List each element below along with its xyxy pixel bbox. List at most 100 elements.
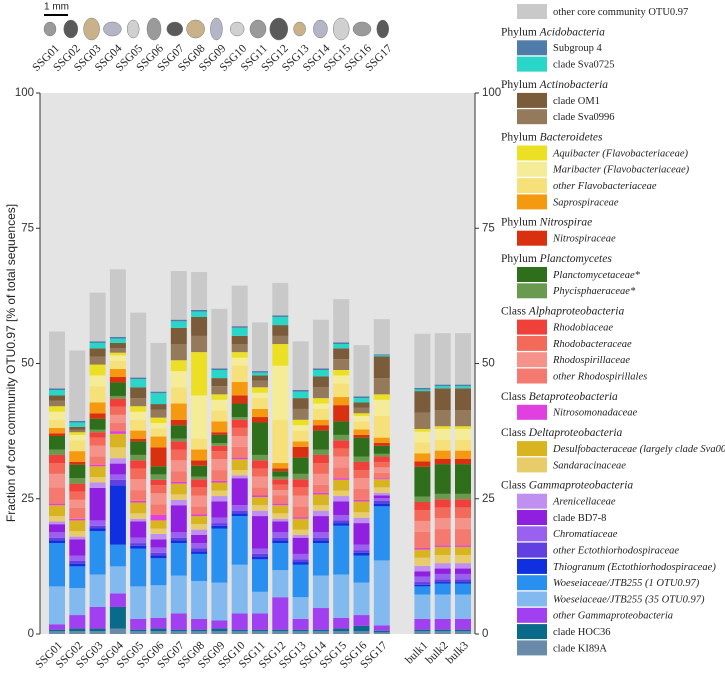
bar-segment (150, 474, 167, 480)
legend-swatch (517, 542, 547, 558)
bar-segment (109, 474, 126, 480)
bar-segment (455, 546, 471, 556)
bar-segment (373, 500, 390, 504)
bar-segment (211, 480, 228, 483)
bar-segment (109, 593, 126, 607)
bar-segment (333, 405, 350, 422)
bar-segment (231, 326, 248, 328)
legend-label: clade BD7-8 (553, 513, 606, 524)
grain-image (210, 17, 223, 41)
legend-label: other Rhodospirillales (553, 371, 647, 382)
bar-segment (353, 512, 370, 518)
y-axis-title: Fraction of core community OTU0.97 [% of… (4, 204, 18, 522)
bar-segment (373, 437, 390, 444)
bar-segment (211, 421, 228, 433)
bar-segment (231, 629, 248, 632)
bar-segment (211, 459, 228, 471)
bar-segment (191, 534, 208, 544)
bar-segment (211, 470, 228, 481)
bar-segment (292, 446, 309, 458)
bar-segment (414, 549, 431, 558)
bar-segment (211, 620, 228, 629)
bar-segment (455, 555, 471, 564)
bar-segment (333, 520, 350, 524)
bar-segment (89, 437, 106, 446)
bar-segment (434, 529, 451, 546)
grain-image (103, 21, 122, 37)
legend-group-taxon: Betaproteobacteria (529, 390, 618, 402)
scale-bar-label: 1 mm (44, 2, 69, 13)
bar-segment (231, 470, 248, 476)
bar-segment (292, 631, 309, 634)
bar-segment (292, 597, 309, 619)
bar-segment (312, 473, 329, 485)
bar-segment (272, 315, 289, 317)
y2-tick-label: 25 (482, 493, 495, 505)
bar-segment (170, 543, 187, 576)
bar-segment (69, 518, 86, 521)
bar-segment (211, 399, 228, 411)
bar-segment (130, 312, 147, 378)
bar-segment (252, 505, 268, 511)
bar-segment (170, 481, 187, 484)
bar-segment (333, 478, 350, 480)
bar-segment (312, 419, 329, 426)
bar-segment (373, 443, 390, 446)
legend-label: other Flavobacteriaceae (553, 181, 657, 192)
bar-segment (414, 594, 431, 619)
bar-segment (455, 386, 471, 389)
bar-segment (69, 429, 86, 433)
bar-segment (49, 419, 65, 428)
legend-label: Chromatiaceae (553, 529, 618, 540)
bar-segment (414, 582, 431, 585)
bar-segment (109, 485, 126, 545)
bar-segment (272, 490, 289, 496)
bar-segment (272, 518, 289, 522)
bar-segment (211, 490, 228, 497)
bar-segment (69, 461, 86, 465)
legend-swatch (517, 441, 547, 457)
bar-segment (292, 537, 309, 554)
bar-segment (170, 575, 187, 614)
bar-segment (150, 504, 167, 515)
legend-swatch (517, 283, 547, 299)
legend-group-title: Phylum Bacteroidetes (501, 131, 603, 143)
bar-segment (170, 499, 187, 506)
bar-segment (292, 430, 309, 442)
bar-segment (49, 629, 65, 632)
bar-segment (109, 447, 126, 459)
bar-segment (373, 461, 390, 468)
bar-segment (312, 540, 329, 544)
bar-segment (49, 449, 65, 455)
bar-segment (373, 453, 390, 457)
legend-swatch (517, 640, 547, 656)
bar-segment (333, 434, 350, 441)
bar-segment (69, 531, 86, 537)
bar-segment (455, 384, 471, 387)
bar-segment (69, 631, 86, 634)
legend-label: Rhodobiaceae (552, 323, 613, 334)
bar-segment (191, 529, 208, 535)
bar-segment (211, 410, 228, 422)
bar-segment (434, 426, 451, 429)
bar-segment (49, 505, 65, 517)
bar-segment (434, 631, 451, 634)
bar-segment (191, 506, 208, 515)
legend-swatch (517, 267, 547, 282)
bar-segment (130, 618, 147, 630)
bar-segment (252, 422, 268, 455)
legend-group-title: Phylum Nitrospirae (501, 216, 592, 228)
bar-segment (312, 376, 329, 388)
bar-segment (89, 413, 106, 419)
legend-swatch (517, 92, 547, 108)
bar-segment (373, 630, 390, 633)
bar-segment (353, 478, 370, 490)
bar-segment (89, 432, 106, 438)
bar-segment (89, 487, 106, 521)
bar-segment (150, 631, 167, 634)
bar-segment (150, 393, 167, 405)
legend-group-rank: Phylum (501, 216, 537, 228)
legend-label: Arenicellaceae (552, 497, 616, 508)
legend-label: clade HOC36 (553, 627, 610, 638)
